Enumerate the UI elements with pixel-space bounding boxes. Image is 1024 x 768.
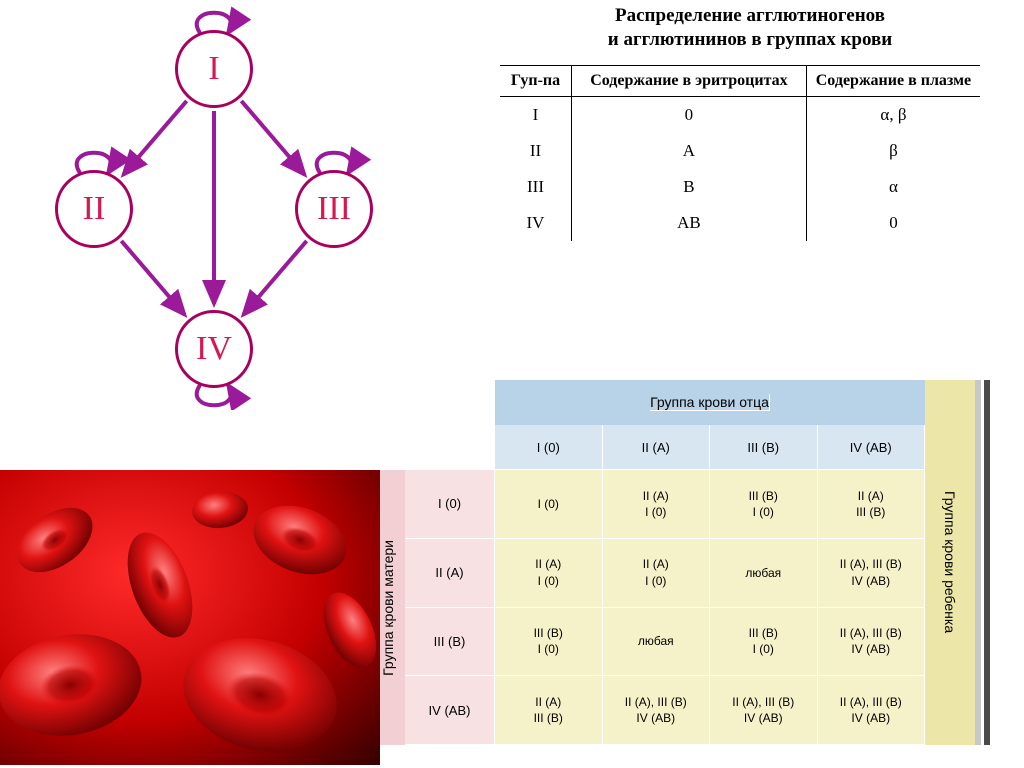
- node-III: III: [295, 170, 373, 248]
- dist-cell: II: [500, 133, 571, 169]
- dist-cell: AB: [571, 205, 806, 241]
- inheritance-cell: II (A), III (B)IV (AB): [818, 539, 926, 608]
- node-I: I: [175, 30, 253, 108]
- node-II: II: [55, 170, 133, 248]
- inheritance-cell: любая: [710, 539, 818, 608]
- blood-cells-image: [0, 470, 380, 765]
- inheritance-cell: I (0): [495, 470, 603, 539]
- dist-cell: B: [571, 169, 806, 205]
- inheritance-cell: III (B)I (0): [495, 608, 603, 677]
- mother-rows: I (0)II (A)III (B)IV (AB): [405, 470, 495, 745]
- inheritance-table: Группа крови отца I (0)II (A)III (B)IV (…: [370, 380, 1010, 760]
- inheritance-cell: II (A)III (B): [495, 676, 603, 745]
- father-col-header: I (0): [495, 425, 603, 470]
- father-col-header: II (A): [603, 425, 711, 470]
- father-caption: Группа крови отца: [495, 380, 925, 425]
- blood-group-diagram: IIIIIIIV: [0, 0, 440, 410]
- dist-header-plasma: Содержание в плазме: [806, 66, 980, 97]
- inheritance-cell: II (A)I (0): [495, 539, 603, 608]
- distribution-title: Распределение агглютиногенов и агглютини…: [500, 4, 1000, 52]
- inheritance-cell: любая: [603, 608, 711, 677]
- inheritance-cell: III (B)I (0): [710, 608, 818, 677]
- mother-row-header: II (A): [405, 539, 495, 608]
- dist-header-group: Гуп-па: [500, 66, 571, 97]
- inheritance-cell: II (A), III (B)IV (AB): [818, 608, 926, 677]
- inheritance-cell: II (A), III (B)IV (AB): [710, 676, 818, 745]
- dist-cell: β: [806, 133, 980, 169]
- inheritance-cell: II (A), III (B)IV (AB): [818, 676, 926, 745]
- dist-cell: α, β: [806, 97, 980, 134]
- dist-cell: 0: [806, 205, 980, 241]
- mother-row-header: I (0): [405, 470, 495, 539]
- father-col-header: III (B): [710, 425, 818, 470]
- dist-title-line1: Распределение агглютиногенов: [615, 5, 885, 26]
- child-caption: Группа крови ребенка: [925, 380, 975, 745]
- dist-cell: A: [571, 133, 806, 169]
- dist-cell: IV: [500, 205, 571, 241]
- node-IV: IV: [175, 310, 253, 388]
- mother-row-header: III (B): [405, 608, 495, 677]
- inheritance-cell: II (A), III (B)IV (AB): [603, 676, 711, 745]
- dist-cell: 0: [571, 97, 806, 134]
- inheritance-cell: II (A)I (0): [603, 539, 711, 608]
- inheritance-cell: II (A)I (0): [603, 470, 711, 539]
- father-col-header: IV (AB): [818, 425, 926, 470]
- dist-cell: III: [500, 169, 571, 205]
- inheritance-cell: II (A)III (B): [818, 470, 926, 539]
- father-columns: I (0)II (A)III (B)IV (AB): [495, 425, 925, 470]
- mother-row-header: IV (AB): [405, 676, 495, 745]
- dist-cell: α: [806, 169, 980, 205]
- inheritance-cell: III (B)I (0): [710, 470, 818, 539]
- dist-title-line2: и агглютининов в группах крови: [608, 29, 892, 50]
- distribution-table: Гуп-па Содержание в эритроцитах Содержан…: [500, 65, 980, 241]
- dist-cell: I: [500, 97, 571, 134]
- right-stripe-decoration: [975, 380, 995, 745]
- dist-header-eryth: Содержание в эритроцитах: [571, 66, 806, 97]
- inheritance-grid: I (0)II (A)I (0)III (B)I (0)II (A)III (B…: [495, 470, 925, 745]
